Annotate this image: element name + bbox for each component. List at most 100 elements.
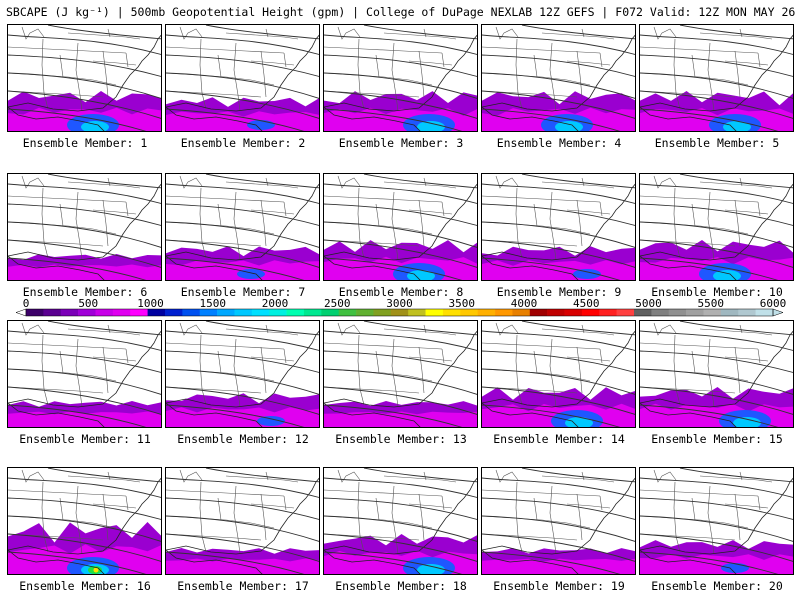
coastline — [8, 330, 161, 408]
state-boundary — [482, 195, 601, 203]
cape-core-cyan — [417, 121, 445, 131]
gulf-coastline — [324, 255, 421, 280]
height-contour — [640, 330, 793, 351]
gulf-coastline — [324, 402, 421, 427]
colorbar-tick-label: 500 — [78, 297, 99, 310]
member-map-svg — [8, 468, 161, 574]
cape-core-cyan — [723, 121, 751, 131]
cape-core-cyan — [733, 417, 761, 427]
height-contour — [482, 221, 635, 248]
ensemble-member-map — [7, 467, 162, 575]
height-contour — [521, 25, 635, 40]
state-boundary — [576, 493, 583, 541]
colorbar-segment — [251, 309, 270, 316]
colorbar-max-arrow — [772, 308, 784, 317]
state-boundary — [724, 209, 769, 215]
state-boundary — [699, 32, 773, 40]
state-boundary — [260, 199, 267, 247]
state-boundary — [67, 32, 141, 40]
height-contour — [47, 25, 161, 40]
coastline — [166, 34, 319, 112]
colorbar-segment — [477, 309, 496, 316]
state-boundary — [265, 324, 269, 334]
height-contour — [640, 515, 793, 542]
ensemble-member-label: Ensemble Member: 3 — [338, 136, 464, 150]
member-map-svg — [324, 468, 477, 574]
height-contour — [363, 321, 477, 336]
height-contour — [205, 174, 319, 189]
height-contour — [679, 25, 793, 40]
colorbar-segment — [60, 309, 79, 316]
height-contour — [324, 239, 477, 268]
coastline — [482, 477, 635, 555]
state-boundary — [673, 481, 681, 553]
height-contour — [324, 551, 463, 574]
ensemble-member-label: Ensemble Member: 4 — [496, 136, 622, 150]
colorbar-tick-label: 5500 — [697, 297, 725, 310]
state-boundary — [8, 489, 127, 497]
colorbar-segment — [130, 309, 148, 316]
ensemble-member-map — [639, 173, 794, 281]
state-boundary — [581, 471, 585, 481]
cape-core-blue — [257, 416, 285, 426]
state-boundary — [283, 201, 287, 217]
state-boundary — [495, 322, 519, 336]
colorbar-segment — [425, 309, 444, 316]
state-boundary — [179, 26, 203, 40]
height-contour — [47, 321, 161, 336]
state-boundary — [337, 175, 361, 189]
state-boundary — [107, 324, 111, 334]
state-boundary — [673, 38, 681, 110]
colorbar-segment — [720, 309, 739, 316]
state-boundary — [41, 187, 49, 259]
height-contour — [324, 533, 477, 562]
height-contour — [640, 183, 793, 204]
height-contour — [166, 350, 319, 373]
colorbar-segment — [564, 309, 583, 316]
state-boundary — [199, 481, 207, 553]
height-contour — [324, 90, 477, 119]
state-boundary — [482, 46, 601, 54]
height-contour — [166, 221, 319, 248]
state-boundary — [408, 209, 453, 215]
state-boundary — [260, 346, 267, 394]
state-boundary — [102, 493, 109, 541]
ensemble-member-label: Ensemble Member: 1 — [22, 136, 148, 150]
height-contour — [482, 477, 635, 498]
state-boundary — [581, 324, 585, 334]
state-boundary — [324, 489, 443, 497]
state-boundary — [653, 469, 677, 483]
member-map-svg — [166, 468, 319, 574]
state-boundary — [324, 195, 443, 203]
height-contour — [8, 404, 147, 427]
state-boundary — [418, 493, 425, 541]
state-boundary — [640, 195, 759, 203]
state-boundary — [640, 489, 759, 497]
coastline — [324, 477, 477, 555]
height-contour — [363, 25, 477, 40]
colorbar-segment — [547, 309, 565, 316]
ensemble-member-label: Ensemble Member: 16 — [19, 579, 151, 593]
state-boundary — [265, 471, 269, 481]
state-boundary — [757, 201, 761, 217]
state-boundary — [283, 495, 287, 511]
ensemble-member-label: Ensemble Member: 6 — [22, 285, 148, 299]
colorbar-tick-label: 3500 — [448, 297, 476, 310]
height-contour — [166, 257, 305, 280]
state-boundary — [515, 481, 523, 553]
height-contour — [482, 203, 635, 226]
state-boundary — [324, 46, 443, 54]
state-boundary — [337, 322, 361, 336]
coastline — [166, 330, 319, 408]
ensemble-member-map — [7, 173, 162, 281]
state-boundary — [515, 38, 523, 110]
height-contour — [205, 25, 319, 40]
state-boundary — [337, 469, 361, 483]
state-boundary — [233, 191, 241, 261]
ensemble-member-map — [165, 320, 320, 428]
ensemble-member-label: Ensemble Member: 11 — [19, 432, 151, 446]
ensemble-member-map — [7, 24, 162, 132]
colorbar-segment — [164, 309, 183, 316]
height-contour — [640, 34, 793, 55]
state-boundary — [581, 28, 585, 38]
